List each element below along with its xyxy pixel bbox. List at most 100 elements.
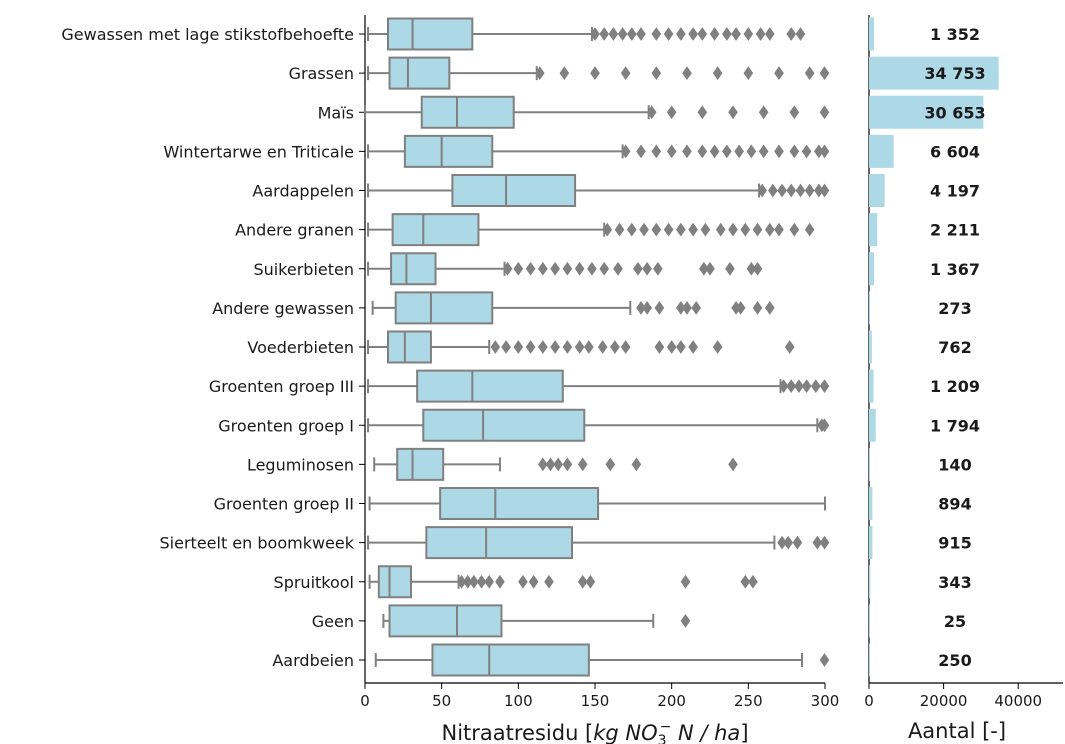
box-iqr [387,17,474,51]
outlier-point [789,105,800,120]
outlier-point [810,379,821,393]
count-bar-x-label: Aantal [-] [908,719,1006,743]
category-label: Andere gewassen [212,299,354,318]
count-bar [869,330,872,364]
outlier-point [778,379,789,393]
outlier-point [676,222,686,237]
outlier-point [614,222,625,237]
outlier-point [610,340,620,354]
outlier-point [712,340,723,354]
count-bar [869,95,984,129]
count-value-label: 273 [938,299,971,318]
outlier-point [688,27,698,41]
outlier-point [774,222,784,237]
box-iqr [425,526,574,560]
box-group [367,174,830,207]
outlier-point [550,340,560,354]
outlier-point [613,261,623,276]
outlier-point [777,183,787,198]
outlier-point [502,261,513,276]
outliers [778,379,830,393]
box-group [367,330,795,364]
count-bar [869,565,871,599]
outlier-point [712,66,723,80]
outlier-point [620,144,631,159]
outlier-point [768,183,778,198]
outlier-point [663,27,674,41]
outlier-point [795,183,806,198]
outlier-point [758,105,769,120]
box-group [367,17,806,51]
outlier-point [734,144,744,159]
outlier-point [584,340,594,354]
category-label: Groenten groep III [209,377,354,396]
category-label: Groenten groep II [214,495,354,514]
category-label: Sierteelt en boomkweek [160,534,355,553]
outliers [680,614,691,628]
outlier-point [666,105,677,120]
category-label: Grassen [289,64,354,83]
category-label: Maïs [318,103,354,122]
box-iqr [420,95,515,129]
outliers [819,653,830,667]
outlier-point [812,535,823,550]
box-group [382,604,691,638]
outliers [534,66,830,80]
outliers [757,183,830,198]
outlier-point [528,574,539,589]
outlier-point [743,27,754,41]
count-value-label: 1 209 [930,377,980,396]
outlier-point [705,261,715,276]
outliers [777,535,830,550]
count-value-label: 1 794 [930,416,980,435]
outlier-point [764,27,775,41]
box-group [368,487,826,520]
count-bar [869,408,876,442]
outlier-point [764,222,775,237]
category-label: Suikerbieten [253,260,354,279]
category-label: Gewassen met lage stikstofbehoefte [61,25,354,44]
count-value-label: 2 211 [930,221,980,240]
outlier-point [597,340,608,354]
count-value-label: 343 [938,573,971,592]
category-label: Groenten groep I [218,416,354,435]
outlier-point [617,27,628,41]
box-group [364,95,830,129]
count-bar [869,447,870,481]
box-iqr [388,56,451,90]
count-value-label: 30 653 [924,103,985,122]
outlier-point [620,340,631,354]
box-group [367,408,830,442]
outlier-point [490,340,501,354]
outlier-point [574,340,585,354]
count-bar [869,56,999,90]
count-bar [869,213,878,247]
outlier-point [626,27,637,41]
outliers [620,144,830,159]
outlier-point [758,144,769,159]
outlier-point [646,105,657,120]
box-iqr [396,447,445,481]
x-tick-label: 40000 [994,692,1042,710]
count-value-label: 1 352 [930,25,980,44]
count-value-label: 34 753 [924,64,985,83]
outlier-point [469,574,479,589]
count-value-labels: 1 352 34 753 30 653 6 604 4 197 2 211 1 367 273… [924,25,985,670]
box-iqr [390,252,437,286]
box-iqr [388,604,503,638]
outlier-point [819,144,830,159]
outlier-point [784,340,795,354]
category-label: Andere granen [235,221,354,240]
x-tick-label: 0 [360,692,370,710]
count-value-label: 915 [938,534,971,553]
outlier-point [651,144,662,159]
outlier-point [525,261,536,276]
outlier-point [819,105,830,120]
box-group [367,252,763,286]
box-iqr [403,134,494,168]
outlier-point [676,340,686,354]
outlier-point [590,66,600,80]
outlier-point [525,340,536,354]
outlier-point [697,105,708,120]
outlier-point [688,222,698,237]
